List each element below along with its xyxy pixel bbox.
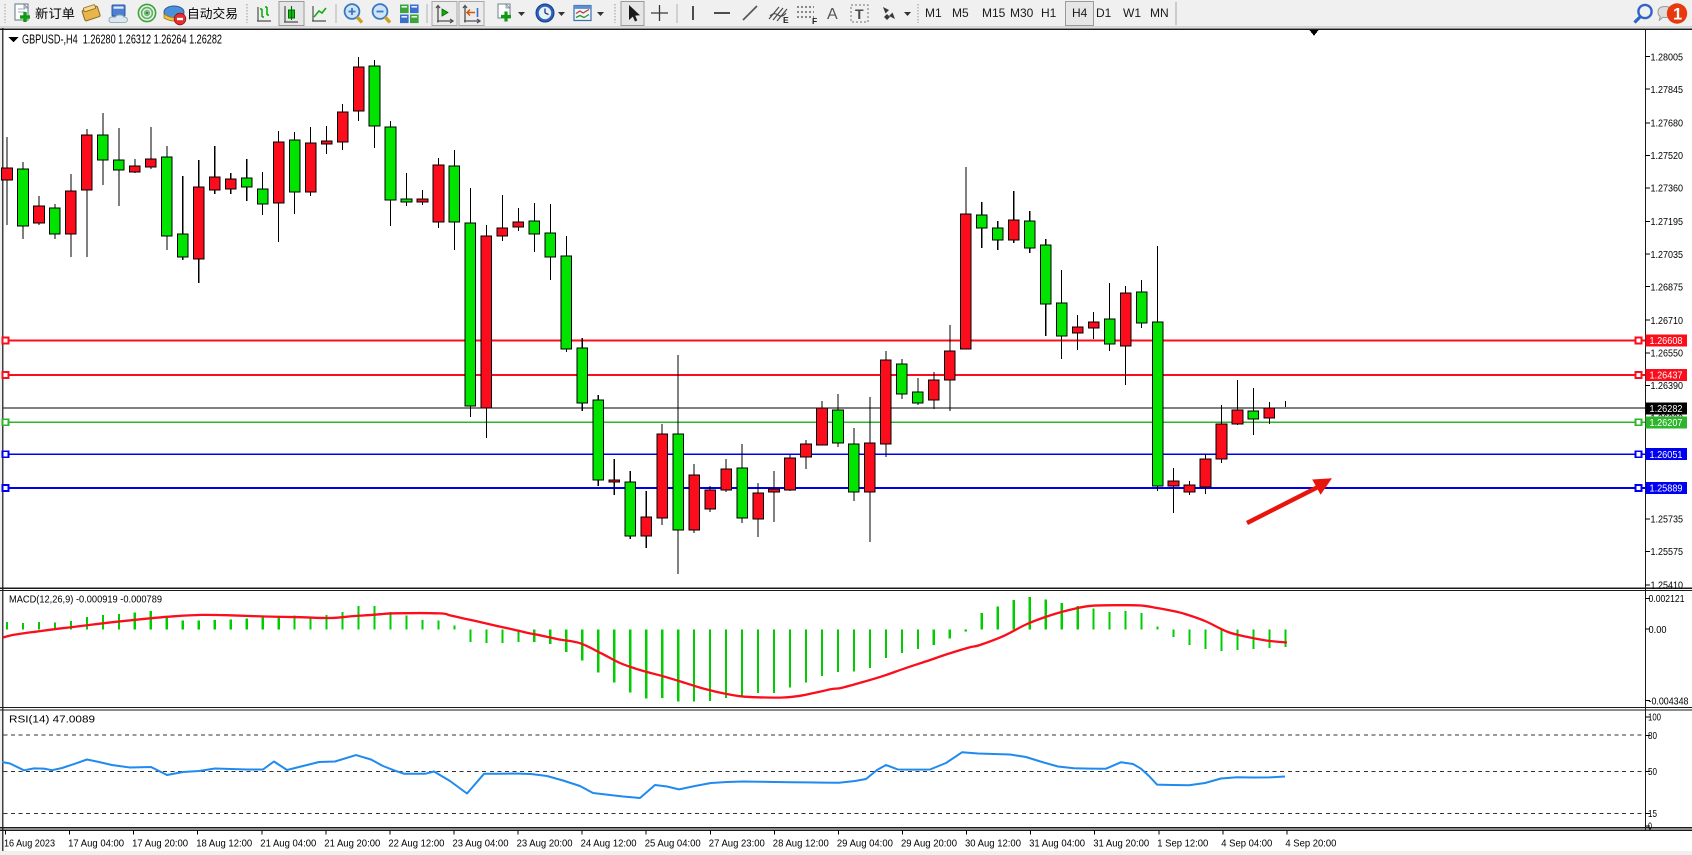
svg-text:1.26608: 1.26608 <box>1650 335 1683 347</box>
svg-text:新订单: 新订单 <box>35 6 75 21</box>
svg-text:25 Aug 04:00: 25 Aug 04:00 <box>645 837 701 849</box>
svg-text:1.26550: 1.26550 <box>1651 348 1684 360</box>
svg-text:1.26437: 1.26437 <box>1650 370 1683 382</box>
svg-text:1.26051: 1.26051 <box>1650 449 1683 461</box>
svg-text:1.25410: 1.25410 <box>1651 580 1684 592</box>
svg-text:1.26282: 1.26282 <box>1650 403 1683 415</box>
svg-text:30 Aug 12:00: 30 Aug 12:00 <box>965 837 1021 849</box>
svg-text:17 Aug 04:00: 17 Aug 04:00 <box>68 837 124 849</box>
svg-text:A: A <box>827 6 838 23</box>
svg-text:1.27845: 1.27845 <box>1651 84 1684 96</box>
svg-text:1: 1 <box>1673 6 1682 24</box>
svg-text:1.28005: 1.28005 <box>1651 51 1684 63</box>
svg-text:1.27035: 1.27035 <box>1651 249 1684 261</box>
svg-text:GBPUSD-,H4 1.26280 1.26312 1.: GBPUSD-,H4 1.26280 1.26312 1.26264 1.262… <box>22 33 222 47</box>
svg-text:1 Sep 12:00: 1 Sep 12:00 <box>1157 837 1208 849</box>
svg-text:0.002121: 0.002121 <box>1649 593 1685 605</box>
svg-text:F: F <box>812 16 817 26</box>
svg-text:-0.004348: -0.004348 <box>1649 695 1689 707</box>
svg-text:1.26207: 1.26207 <box>1650 417 1683 429</box>
svg-text:29 Aug 20:00: 29 Aug 20:00 <box>901 837 957 849</box>
svg-text:1.25889: 1.25889 <box>1650 483 1683 495</box>
svg-text:自动交易: 自动交易 <box>187 6 238 21</box>
svg-text:16 Aug 2023: 16 Aug 2023 <box>4 837 55 849</box>
svg-text:RSI(14) 47.0089: RSI(14) 47.0089 <box>9 714 95 726</box>
svg-text:0: 0 <box>1648 821 1652 833</box>
svg-text:17 Aug 20:00: 17 Aug 20:00 <box>132 837 188 849</box>
svg-text:1.27195: 1.27195 <box>1651 216 1684 228</box>
svg-text:31 Aug 04:00: 31 Aug 04:00 <box>1029 837 1085 849</box>
svg-text:100: 100 <box>1648 712 1661 724</box>
svg-text:4 Sep 20:00: 4 Sep 20:00 <box>1285 837 1336 849</box>
svg-text:23 Aug 04:00: 23 Aug 04:00 <box>453 837 509 849</box>
svg-text:1.27680: 1.27680 <box>1651 118 1684 130</box>
svg-text:31 Aug 20:00: 31 Aug 20:00 <box>1093 837 1149 849</box>
svg-text:E: E <box>783 15 789 25</box>
svg-text:1.25575: 1.25575 <box>1651 546 1684 558</box>
svg-text:22 Aug 12:00: 22 Aug 12:00 <box>388 837 444 849</box>
svg-text:1.27520: 1.27520 <box>1651 150 1684 162</box>
svg-text:1.26875: 1.26875 <box>1651 281 1684 293</box>
svg-text:28 Aug 12:00: 28 Aug 12:00 <box>773 837 829 849</box>
svg-text:24 Aug 12:00: 24 Aug 12:00 <box>581 837 637 849</box>
svg-text:29 Aug 04:00: 29 Aug 04:00 <box>837 837 893 849</box>
svg-text:1.26390: 1.26390 <box>1651 380 1684 392</box>
svg-text:21 Aug 04:00: 21 Aug 04:00 <box>260 837 316 849</box>
svg-text:1.26710: 1.26710 <box>1651 315 1684 327</box>
svg-text:21 Aug 20:00: 21 Aug 20:00 <box>324 837 380 849</box>
svg-text:T: T <box>855 6 864 22</box>
svg-text:1.25735: 1.25735 <box>1651 514 1684 526</box>
svg-text:MACD(12,26,9) -0.000919 -0.000: MACD(12,26,9) -0.000919 -0.000789 <box>9 594 162 606</box>
svg-text:15: 15 <box>1648 808 1657 820</box>
svg-text:80: 80 <box>1648 730 1657 742</box>
svg-text:23 Aug 20:00: 23 Aug 20:00 <box>517 837 573 849</box>
svg-text:27 Aug 23:00: 27 Aug 23:00 <box>709 837 765 849</box>
svg-text:50: 50 <box>1648 766 1657 778</box>
svg-text:1.27360: 1.27360 <box>1651 183 1684 195</box>
svg-text:18 Aug 12:00: 18 Aug 12:00 <box>196 837 252 849</box>
svg-text:0.00: 0.00 <box>1649 624 1667 636</box>
svg-text:4 Sep 04:00: 4 Sep 04:00 <box>1221 837 1272 849</box>
